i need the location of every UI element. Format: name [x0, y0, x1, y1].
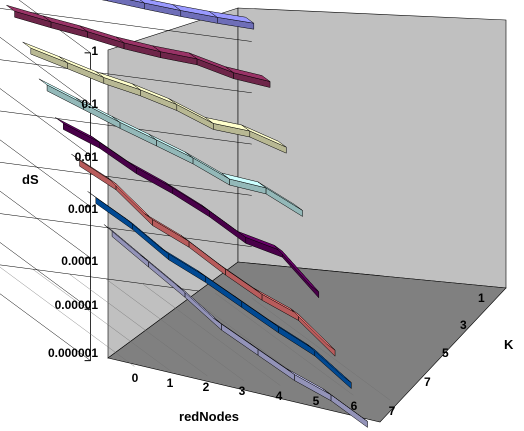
x-tick-label: 0: [132, 371, 139, 385]
x-tick-label: 6: [351, 399, 358, 413]
gridline: [0, 8, 252, 105]
ribbon-edge: [46, 84, 84, 110]
ribbon-edge: [101, 0, 109, 2]
z-tick-label: 5: [442, 346, 449, 360]
y-tick-label: 0.01: [75, 150, 99, 164]
floor-gridline: [142, 283, 281, 386]
x-tick-label: 2: [203, 380, 210, 394]
y-tick-label: 1: [91, 44, 98, 58]
ribbon-edge: [63, 123, 101, 149]
z-tick-label: 7: [424, 375, 431, 389]
floor-gridline: [0, 266, 135, 367]
y-axis-ticks: 1 0.1 0.01 0.001 0.0001 0.00001 0.000001: [48, 44, 98, 360]
z-axis-title: K: [504, 337, 514, 352]
floor-gridline: [69, 273, 208, 377]
series-ribbon-k8: [103, 224, 368, 428]
z-axis-ticks: 1 3 5 7: [424, 291, 485, 389]
series-ribbons: [6, 0, 368, 428]
floor-gridline: [251, 297, 390, 401]
ribbon-segment: [257, 181, 303, 211]
x-tick-label: 1: [167, 376, 174, 390]
x-axis-ticks: 0 1 2 3 4 5 6 7: [132, 371, 396, 418]
gridline: [0, 213, 252, 310]
ribbon-segment: [225, 66, 271, 82]
x-tick-label: 7: [389, 404, 396, 418]
ribbon-segment: [290, 308, 336, 351]
z-tick-label: 3: [460, 318, 467, 332]
gridline: [0, 59, 252, 156]
x-axis-title: redNodes: [179, 409, 239, 424]
series-ribbon-k7: [87, 191, 352, 390]
y-tick-label: 0.00001: [55, 298, 99, 312]
y-axis-title: dS: [22, 172, 39, 187]
floor-gridline: [32, 269, 171, 372]
floor-gridline: [105, 278, 244, 381]
y-tick-label: 0.001: [68, 202, 98, 216]
z-tick-label: 1: [478, 291, 485, 305]
ribbon-segment: [274, 244, 319, 293]
series-ribbon-k6: [71, 153, 336, 357]
ribbon-segment: [306, 343, 352, 383]
ribbon-segment: [322, 388, 368, 422]
y-tick-label: 0.1: [81, 97, 98, 111]
gridline: [0, 264, 252, 361]
gridline: [0, 110, 252, 207]
y-tick-label: 0.0001: [61, 254, 98, 268]
series-ribbon-k5: [55, 117, 320, 299]
y-tick-label: 0.000001: [48, 346, 98, 360]
series-ribbon-k2: [6, 4, 271, 88]
ribbon-segment: [209, 11, 254, 24]
floor-gridlines: [0, 266, 390, 401]
floor-gridline: [215, 293, 354, 396]
x-tick-label: 5: [313, 394, 320, 408]
ribbon-segment: [241, 124, 287, 148]
x-tick-label: 4: [276, 389, 283, 403]
series-ribbon-k3: [22, 41, 287, 154]
floor: [107, 261, 507, 423]
x-tick-label: 3: [239, 384, 246, 398]
series-ribbon-k4: [38, 78, 303, 217]
series-ribbon-k1: [101, 0, 255, 30]
